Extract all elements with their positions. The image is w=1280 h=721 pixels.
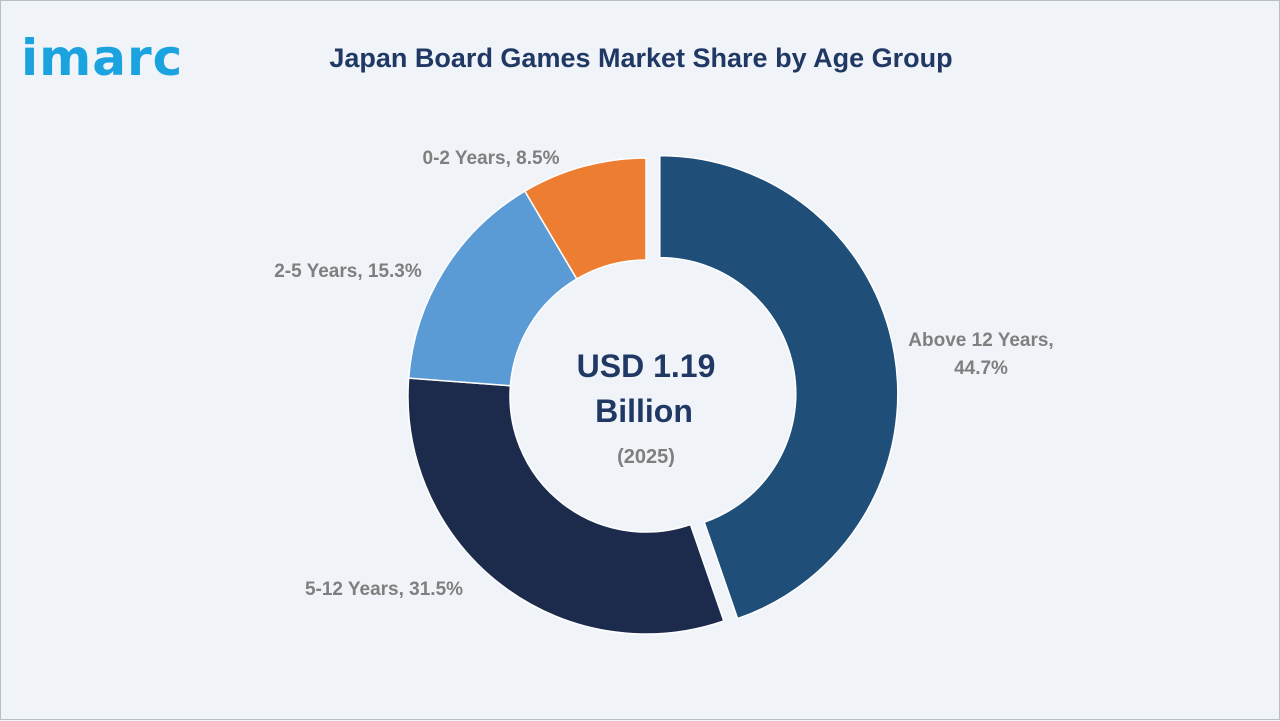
slice-3 <box>523 157 647 280</box>
chart-title: Japan Board Games Market Share by Age Gr… <box>329 43 953 73</box>
center-value-line2: Billion <box>595 393 693 429</box>
imarc-logo: imarc <box>21 29 183 87</box>
slice-0 <box>659 154 899 620</box>
slice-1 <box>407 377 725 635</box>
slice-label-1-line1: 5-12 Years, 31.5% <box>305 579 463 600</box>
slice-label-3-line1: 0-2 Years, 8.5% <box>423 148 560 169</box>
slice-label-0-line2: 44.7% <box>954 358 1008 379</box>
slice-label-0-line1: Above 12 Years, <box>908 330 1053 351</box>
slice-label-2-line1: 2-5 Years, 15.3% <box>274 261 422 282</box>
center-value-line1: USD 1.19 <box>577 348 716 384</box>
center-year: (2025) <box>617 446 675 468</box>
center-label: USD 1.19 Billion (2025) <box>577 348 716 468</box>
logo-text: imarc <box>21 29 183 87</box>
